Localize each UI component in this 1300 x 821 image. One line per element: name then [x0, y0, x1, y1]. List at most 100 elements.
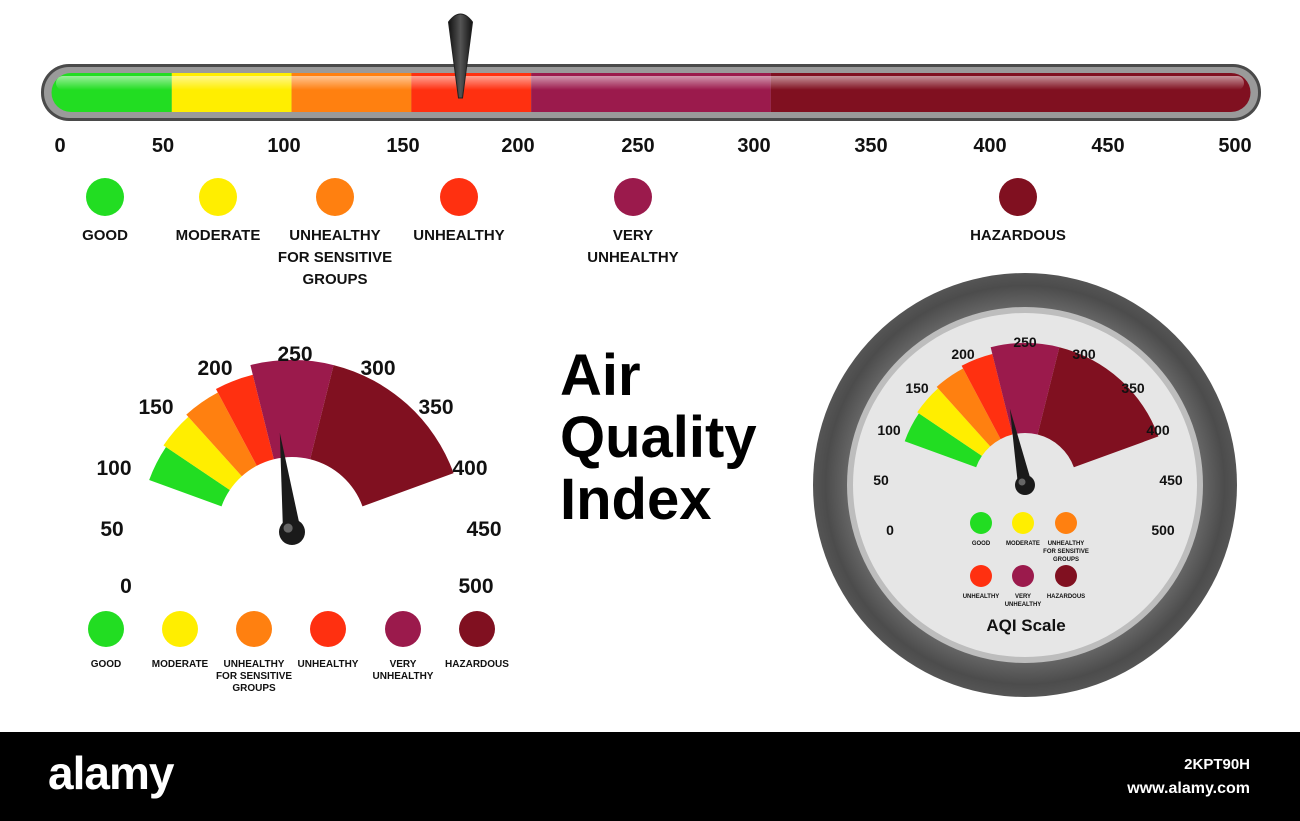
semi-gauge-tick-label: 450: [466, 518, 501, 541]
round-gauge-segment: [917, 388, 991, 456]
legend-dot: [999, 178, 1037, 216]
legend-label: HAZARDOUS: [970, 227, 1066, 244]
round-gauge-tick-label: 100: [877, 422, 901, 438]
legend-dot: [86, 178, 124, 216]
legend-label: GROUPS: [302, 271, 367, 288]
semi-gauge-ticks: 0 50 100 150 200 250 300 350 400 450 500: [96, 343, 501, 598]
semi-gauge-tick-label: 250: [277, 343, 312, 366]
semi-gauge-tick-label: 500: [458, 575, 493, 598]
round-gauge-segment: [961, 354, 1013, 440]
linear-scale-tick-label: 350: [854, 135, 887, 157]
semi-gauge-segments: [149, 359, 454, 507]
semi-gauge-tick-label: 0: [120, 575, 132, 598]
semi-legend-label: GROUPS: [232, 683, 276, 694]
round-gauge-segment: [904, 413, 982, 468]
semi-gauge-tick-label: 400: [452, 457, 487, 480]
linear-scale-shine: [56, 76, 1244, 90]
semi-legend-label: UNHEALTHY: [224, 659, 285, 670]
semi-legend-dot: [459, 611, 495, 647]
semi-legend-dot: [310, 611, 346, 647]
needle-hub: [1015, 475, 1035, 495]
round-legend-label: GROUPS: [1053, 557, 1079, 563]
semi-gauge-needle: [279, 432, 305, 545]
linear-scale-tick-label: 500: [1218, 135, 1251, 157]
round-legend-label: UNHEALTHY: [1005, 602, 1042, 608]
round-gauge-segment: [990, 343, 1060, 435]
linear-scale-tick-label: 250: [621, 135, 654, 157]
title-line-3: Index: [560, 467, 712, 532]
linear-scale: 0 50 100 150 200 250 300 350 400 450 500: [41, 13, 1261, 157]
round-legend-label: HAZARDOUS: [1047, 594, 1085, 600]
linear-scale-tick-label: 400: [973, 135, 1006, 157]
round-gauge-caption: AQI Scale: [986, 616, 1065, 635]
legend-label: FOR SENSITIVE: [278, 249, 392, 266]
linear-scale-tick-label: 200: [501, 135, 534, 157]
round-legend-dot: [1012, 512, 1034, 534]
round-legend-label: MODERATE: [1006, 541, 1040, 547]
round-gauge-tick-label: 300: [1072, 346, 1096, 362]
linear-scale-pointer: [447, 13, 474, 99]
needle-hub-highlight: [283, 523, 293, 533]
round-legend-label: UNHEALTHY: [963, 594, 1000, 600]
semi-gauge-tick-label: 50: [100, 518, 123, 541]
round-gauge-needle: [1009, 408, 1035, 495]
semi-gauge-segment: [186, 392, 257, 477]
linear-scale-tick-label: 300: [737, 135, 770, 157]
top-legend: GOOD MODERATE UNHEALTHY FOR SENSITIVE GROUPS…: [82, 178, 1066, 288]
legend-label: UNHEALTHY: [289, 227, 380, 244]
semi-gauge-tick-label: 350: [418, 396, 453, 419]
round-gauge-tick-label: 200: [951, 346, 975, 362]
needle-hub: [279, 519, 305, 545]
semi-legend-label: VERY: [390, 659, 417, 670]
round-legend-label: GOOD: [972, 541, 991, 547]
legend-dot: [316, 178, 354, 216]
round-legend-dot: [1055, 565, 1077, 587]
round-legend-dot: [970, 565, 992, 587]
round-gauge-legend: GOOD MODERATE UNHEALTHY FOR SENSITIVE GROUPS…: [963, 512, 1089, 608]
legend-label: MODERATE: [176, 227, 261, 244]
semi-legend-label: FOR SENSITIVE: [216, 671, 292, 682]
needle-hub-highlight: [1018, 478, 1026, 486]
footer-bar: alamy 2KPT90H www.alamy.com: [0, 732, 1300, 821]
semi-gauge-tick-label: 200: [197, 357, 232, 380]
round-gauge-tick-label: 250: [1013, 334, 1037, 350]
semi-gauge-segment: [149, 447, 230, 507]
linear-scale-tick-label: 150: [386, 135, 419, 157]
round-gauge-tick-label: 50: [873, 472, 889, 488]
linear-scale-tick-label: 50: [152, 135, 174, 157]
round-gauge-segments: [904, 343, 1159, 468]
round-legend-label: UNHEALTHY: [1048, 541, 1085, 547]
legend-label: UNHEALTHY: [413, 227, 504, 244]
semi-gauge-tick-label: 100: [96, 457, 131, 480]
semi-legend-label: HAZARDOUS: [445, 659, 509, 670]
semi-gauge-tick-label: 300: [360, 357, 395, 380]
title-line-2: Quality: [560, 405, 757, 470]
round-gauge: 0 50 100 150 200 250 300 350 400 450 500 GOOD MODER…: [813, 273, 1237, 697]
semi-legend-label: UNHEALTHY: [298, 659, 359, 670]
round-legend-label: FOR SENSITIVE: [1043, 549, 1089, 555]
semi-gauge-segment: [215, 374, 274, 466]
round-legend-dot: [1012, 565, 1034, 587]
footer-image-code: 2KPT90H: [1184, 756, 1250, 773]
linear-scale-tick-label: 450: [1091, 135, 1124, 157]
semi-legend-dot: [162, 611, 198, 647]
legend-label: VERY: [613, 227, 653, 244]
round-gauge-tick-label: 0: [886, 522, 894, 538]
semi-legend-dot: [236, 611, 272, 647]
linear-scale-ticks: 0 50 100 150 200 250 300 350 400 450 500: [54, 135, 1251, 157]
round-gauge-segment: [936, 368, 1001, 447]
round-gauge-tick-label: 500: [1151, 522, 1175, 538]
round-legend-dot: [970, 512, 992, 534]
round-gauge-tick-label: 350: [1121, 380, 1145, 396]
round-gauge-segment: [1037, 347, 1159, 468]
legend-dot: [614, 178, 652, 216]
round-gauge-tick-label: 400: [1146, 422, 1170, 438]
round-legend-dot: [1055, 512, 1077, 534]
page-title: Air Quality Index: [560, 345, 810, 531]
semi-legend-dot: [385, 611, 421, 647]
semi-gauge: 0 50 100 150 200 250 300 350 400 450 500: [96, 343, 501, 598]
footer-site-url: www.alamy.com: [1127, 780, 1250, 797]
round-gauge-tick-label: 150: [905, 380, 929, 396]
